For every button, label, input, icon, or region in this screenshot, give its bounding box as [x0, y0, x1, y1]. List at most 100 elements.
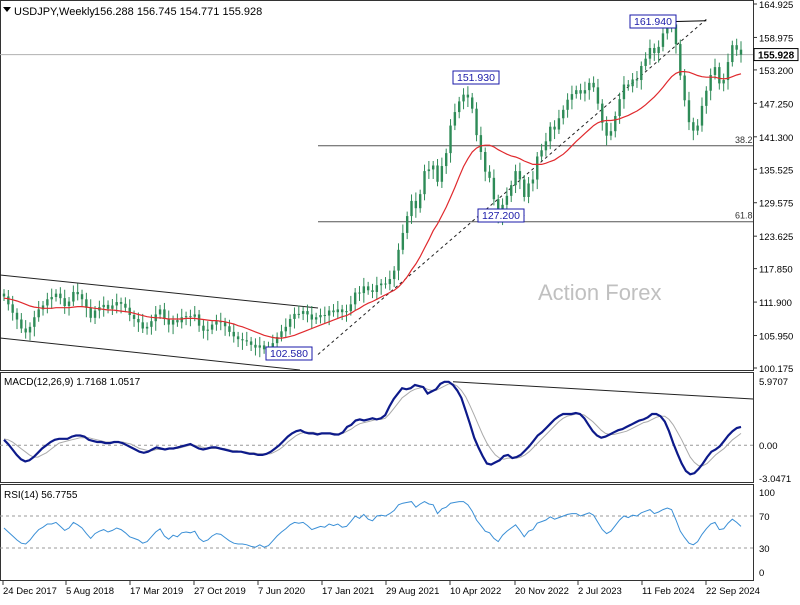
price-candle: [441, 166, 443, 182]
price-candle: [350, 304, 352, 311]
price-candle: [24, 329, 26, 333]
price-candle: [337, 309, 339, 312]
price-axis-label: 153.200: [759, 66, 793, 77]
price-candle: [527, 183, 529, 196]
price-axis-label: 129.575: [759, 199, 793, 210]
price-candle: [237, 336, 239, 339]
price-candle: [254, 345, 256, 348]
price-candle: [679, 44, 681, 75]
price-candle: [514, 171, 516, 185]
price-candle: [37, 309, 39, 317]
price-candle: [601, 104, 603, 123]
price-candle: [597, 87, 599, 103]
price-candle: [696, 126, 698, 131]
price-candle: [7, 296, 9, 304]
price-candle: [657, 47, 659, 53]
price-candle: [458, 101, 460, 112]
macd-axis-label: -3.0471: [759, 474, 791, 485]
price-candle: [189, 316, 191, 317]
price-candle: [445, 153, 447, 166]
price-candle: [285, 327, 287, 331]
price-candle: [246, 340, 248, 341]
price-candle: [475, 109, 477, 135]
price-candle: [393, 271, 395, 279]
price-candle: [116, 302, 118, 305]
price-candle: [332, 311, 334, 313]
symbol-label: USDJPY,Weekly: [14, 6, 95, 18]
time-axis-label: 11 Feb 2024: [642, 586, 695, 597]
price-axis-label: 105.950: [759, 332, 793, 343]
price-candle: [480, 135, 482, 152]
time-axis-label: 24 Dec 2017: [3, 586, 57, 597]
price-candle: [159, 309, 161, 314]
price-candle: [185, 316, 187, 317]
price-candle: [46, 299, 48, 305]
price-candle: [618, 99, 620, 116]
price-candle: [449, 126, 451, 154]
price-candle: [640, 66, 642, 80]
price-candle: [553, 127, 555, 130]
price-candle: [653, 48, 655, 53]
rsi-layer: [0, 502, 753, 548]
price-candle: [419, 194, 421, 208]
price-axis-label: 111.900: [759, 298, 792, 309]
price-candle: [523, 180, 525, 197]
price-candle: [129, 308, 131, 315]
price-candle: [545, 141, 547, 150]
price-candle: [133, 315, 135, 319]
price-candle: [519, 171, 521, 179]
price-candle: [558, 118, 560, 129]
price-candle: [90, 308, 92, 318]
time-axis-label: 2 Jul 2023: [578, 586, 622, 597]
price-candle: [484, 152, 486, 172]
price-candle: [683, 76, 685, 101]
price-axis-label: 117.850: [759, 265, 793, 276]
price-candle: [302, 311, 304, 314]
price-candle: [146, 327, 148, 329]
price-candle: [16, 313, 18, 320]
price-candle: [250, 341, 252, 344]
price-candle: [740, 50, 742, 55]
price-candle: [142, 322, 144, 328]
current-price-label: 155.928: [758, 51, 795, 62]
price-candle: [471, 97, 473, 108]
price-candle: [33, 317, 35, 327]
price-candle: [584, 90, 586, 93]
price-candle: [714, 67, 716, 75]
price-candle: [259, 345, 261, 347]
price-candle: [345, 311, 347, 312]
price-candle: [176, 320, 178, 322]
price-candle: [592, 83, 594, 87]
price-candle: [293, 314, 295, 319]
price-candle: [432, 165, 434, 169]
price-candle: [163, 309, 165, 319]
price-candle: [701, 106, 703, 126]
price-candle: [735, 45, 737, 49]
price-candle: [50, 297, 52, 299]
price-label-text: 161.940: [634, 16, 672, 28]
price-candle: [549, 127, 551, 142]
rsi-line: [4, 502, 741, 548]
price-candle: [289, 319, 291, 327]
price-candle: [263, 345, 265, 349]
price-candle: [423, 171, 425, 194]
price-candle: [571, 94, 573, 100]
price-candle: [532, 180, 534, 184]
chart-menu-icon[interactable]: [3, 7, 11, 12]
price-candle: [718, 67, 720, 83]
price-candle: [575, 90, 577, 94]
price-candle: [280, 331, 282, 337]
time-axis-label: 7 Jun 2020: [258, 586, 305, 597]
price-candle: [406, 216, 408, 233]
time-axis-label: 17 Mar 2019: [130, 586, 183, 597]
price-candle: [211, 325, 213, 330]
price-candle: [705, 91, 707, 106]
macd-title: MACD(12,26,9) 1.7168 1.0517: [4, 377, 141, 388]
price-label-text: 102.580: [270, 348, 308, 360]
price-candle: [688, 100, 690, 122]
price-candle: [384, 284, 386, 285]
price-candle: [636, 79, 638, 80]
price-label-text: 127.200: [482, 210, 520, 222]
price-axis-label: 141.300: [759, 133, 793, 144]
macd-axis-label: 0.00: [759, 441, 778, 452]
